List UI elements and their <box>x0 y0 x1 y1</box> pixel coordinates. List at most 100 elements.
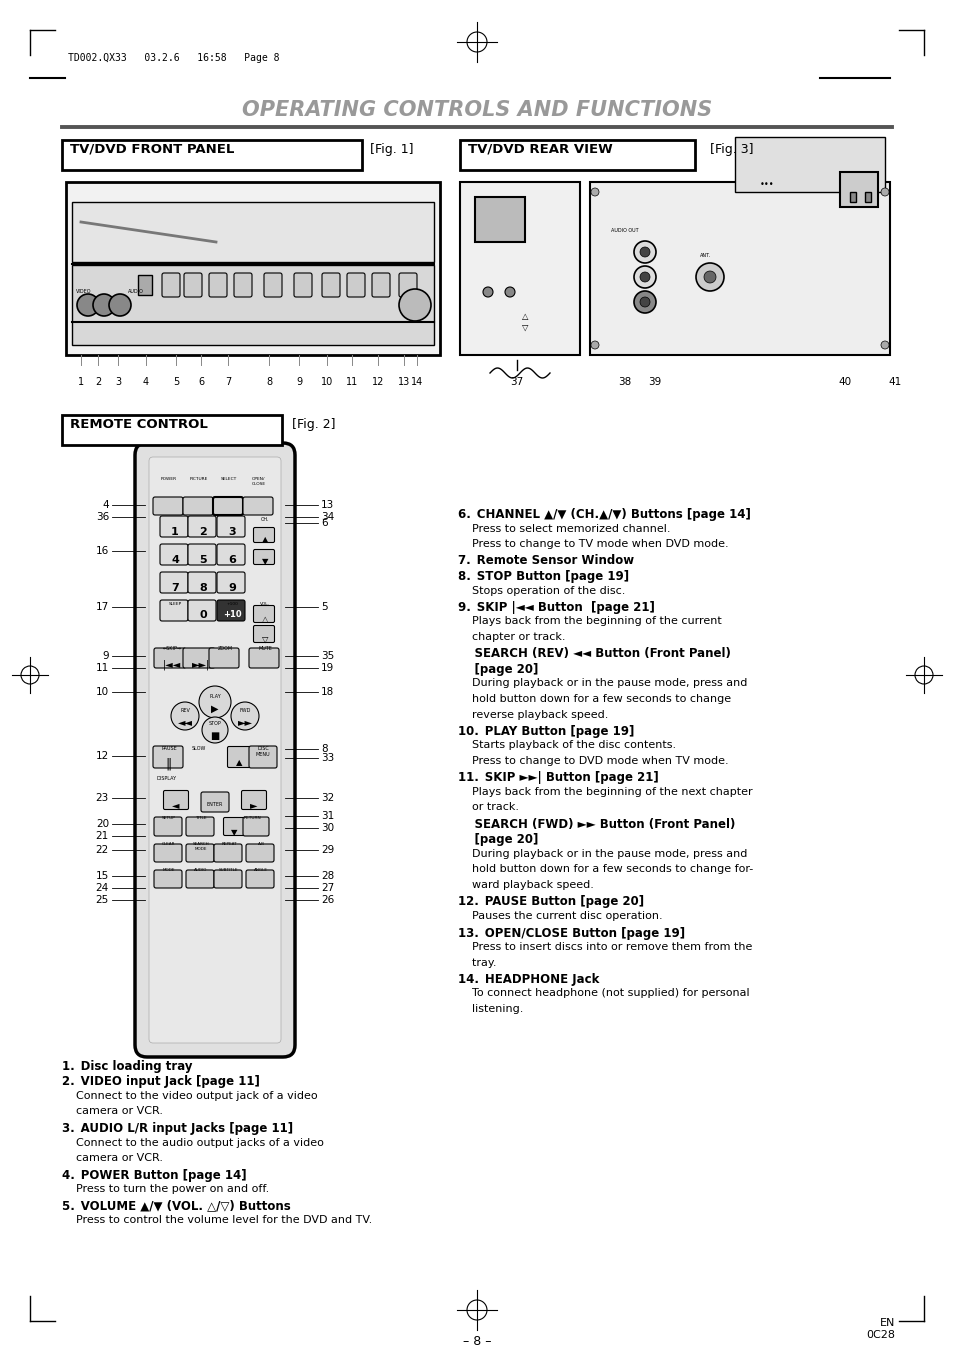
Circle shape <box>639 272 649 282</box>
Circle shape <box>92 295 115 316</box>
Text: 22: 22 <box>95 844 109 855</box>
FancyBboxPatch shape <box>213 870 242 888</box>
Text: 7: 7 <box>225 377 231 386</box>
FancyBboxPatch shape <box>372 273 390 297</box>
Text: 10: 10 <box>320 377 333 386</box>
Text: ►►: ►► <box>237 717 253 727</box>
Text: 9. SKIP |◄◄ Button  [page 21]: 9. SKIP |◄◄ Button [page 21] <box>457 601 654 613</box>
FancyBboxPatch shape <box>294 273 312 297</box>
FancyBboxPatch shape <box>243 497 273 515</box>
Text: chapter or track.: chapter or track. <box>457 632 565 642</box>
Text: SELECT: SELECT <box>221 477 237 481</box>
FancyBboxPatch shape <box>186 844 213 862</box>
Text: 16: 16 <box>95 546 109 557</box>
Text: Press to select memorized channel.: Press to select memorized channel. <box>457 523 670 534</box>
FancyBboxPatch shape <box>243 817 269 836</box>
Text: AUDIO OUT: AUDIO OUT <box>611 228 639 232</box>
Text: Plays back from the beginning of the next chapter: Plays back from the beginning of the nex… <box>457 788 752 797</box>
Circle shape <box>880 340 888 349</box>
Text: REV: REV <box>180 708 190 713</box>
Circle shape <box>77 295 99 316</box>
Text: 1. Disc loading tray: 1. Disc loading tray <box>62 1061 193 1073</box>
Text: PAUSE: PAUSE <box>161 746 176 751</box>
Text: Stops operation of the disc.: Stops operation of the disc. <box>457 585 625 596</box>
FancyBboxPatch shape <box>183 497 213 515</box>
Text: hold button down for a few seconds to change for-: hold button down for a few seconds to ch… <box>457 865 753 874</box>
Text: 6: 6 <box>320 517 327 528</box>
Text: 0: 0 <box>199 611 207 620</box>
Text: ‖: ‖ <box>166 757 172 770</box>
Text: 6: 6 <box>228 555 235 565</box>
Text: 9: 9 <box>102 651 109 661</box>
FancyBboxPatch shape <box>160 516 188 536</box>
FancyBboxPatch shape <box>227 747 251 767</box>
Text: ZOOM: ZOOM <box>217 646 233 651</box>
Text: 14. HEADPHONE Jack: 14. HEADPHONE Jack <box>457 973 598 986</box>
Text: 12. PAUSE Button [page 20]: 12. PAUSE Button [page 20] <box>457 896 643 908</box>
Text: 32: 32 <box>320 793 334 802</box>
Text: 8: 8 <box>266 377 272 386</box>
Text: 12: 12 <box>95 751 109 761</box>
Circle shape <box>880 188 888 196</box>
FancyBboxPatch shape <box>163 790 189 809</box>
Text: 35: 35 <box>320 651 334 661</box>
FancyBboxPatch shape <box>153 817 182 836</box>
Text: ◄: ◄ <box>172 800 179 811</box>
Text: Starts playback of the disc contents.: Starts playback of the disc contents. <box>457 740 676 751</box>
Text: Press to change to TV mode when DVD mode.: Press to change to TV mode when DVD mode… <box>457 539 728 549</box>
Text: 11: 11 <box>95 663 109 673</box>
Text: AUDIO: AUDIO <box>194 867 208 871</box>
Text: Press to turn the power on and off.: Press to turn the power on and off. <box>62 1183 269 1194</box>
Text: MODE: MODE <box>163 867 175 871</box>
Text: OPERATING CONTROLS AND FUNCTIONS: OPERATING CONTROLS AND FUNCTIONS <box>242 100 711 120</box>
Text: 39: 39 <box>648 377 661 386</box>
Text: hold button down for a few seconds to change: hold button down for a few seconds to ch… <box>457 694 730 704</box>
Text: Press to control the volume level for the DVD and TV.: Press to control the volume level for th… <box>62 1215 372 1225</box>
FancyBboxPatch shape <box>216 516 245 536</box>
Text: 10: 10 <box>95 688 109 697</box>
Text: 8. STOP Button [page 19]: 8. STOP Button [page 19] <box>457 570 628 584</box>
FancyBboxPatch shape <box>188 516 215 536</box>
Text: – 8 –: – 8 – <box>462 1335 491 1348</box>
FancyBboxPatch shape <box>264 273 282 297</box>
Text: 5: 5 <box>320 603 327 612</box>
FancyBboxPatch shape <box>213 497 243 515</box>
Text: 17: 17 <box>95 603 109 612</box>
Text: 36: 36 <box>95 512 109 521</box>
Bar <box>864 192 870 203</box>
FancyBboxPatch shape <box>223 817 244 835</box>
FancyBboxPatch shape <box>253 527 274 543</box>
Text: [Fig. 3]: [Fig. 3] <box>709 143 753 155</box>
FancyBboxPatch shape <box>153 648 186 667</box>
Circle shape <box>202 717 228 743</box>
Text: [page 20]: [page 20] <box>457 663 537 676</box>
Text: 2: 2 <box>94 377 101 386</box>
FancyBboxPatch shape <box>209 273 227 297</box>
FancyBboxPatch shape <box>183 648 214 667</box>
Text: 28: 28 <box>320 871 334 881</box>
FancyBboxPatch shape <box>253 626 274 643</box>
Text: 4: 4 <box>171 555 179 565</box>
Text: ▶: ▶ <box>211 704 218 713</box>
Text: ►►|: ►►| <box>192 659 210 670</box>
FancyBboxPatch shape <box>153 870 182 888</box>
Text: Press to insert discs into or remove them from the: Press to insert discs into or remove the… <box>457 942 752 952</box>
Circle shape <box>639 247 649 257</box>
Text: SEARCH (REV) ◄◄ Button (Front Panel): SEARCH (REV) ◄◄ Button (Front Panel) <box>457 647 730 661</box>
Bar <box>459 141 695 170</box>
Text: ←SKIP→: ←SKIP→ <box>162 646 181 651</box>
Text: +100: +100 <box>226 603 237 607</box>
Text: 27: 27 <box>320 884 334 893</box>
Text: 24: 24 <box>95 884 109 893</box>
Bar <box>475 197 524 242</box>
Text: ▼: ▼ <box>261 557 268 566</box>
FancyBboxPatch shape <box>249 746 276 767</box>
Text: SLEEP: SLEEP <box>168 603 181 607</box>
FancyBboxPatch shape <box>186 870 213 888</box>
Text: 6: 6 <box>197 377 204 386</box>
FancyBboxPatch shape <box>160 571 188 593</box>
Text: 1: 1 <box>171 527 178 536</box>
Text: 2. VIDEO input Jack [page 11]: 2. VIDEO input Jack [page 11] <box>62 1075 259 1089</box>
Text: TV/DVD FRONT PANEL: TV/DVD FRONT PANEL <box>70 143 234 155</box>
Text: Press to change to DVD mode when TV mode.: Press to change to DVD mode when TV mode… <box>457 757 728 766</box>
